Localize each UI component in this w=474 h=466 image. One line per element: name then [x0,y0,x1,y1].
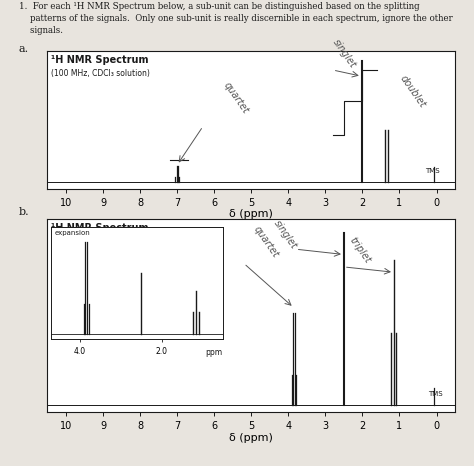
X-axis label: δ (ppm): δ (ppm) [229,209,273,219]
Text: ¹H NMR Spectrum: ¹H NMR Spectrum [52,223,149,233]
Text: quartet: quartet [251,225,280,260]
Text: singlet: singlet [272,219,299,251]
Text: TMS: TMS [425,168,440,174]
Text: quartet: quartet [221,81,250,116]
X-axis label: δ (ppm): δ (ppm) [229,433,273,443]
Text: a.: a. [19,44,29,54]
Text: TMS: TMS [428,391,443,397]
Text: triplet: triplet [347,235,373,265]
Text: doublet: doublet [398,73,427,110]
Text: singlet: singlet [331,37,358,69]
Text: signals.: signals. [19,26,63,34]
Text: ¹H NMR Spectrum: ¹H NMR Spectrum [52,55,149,65]
Text: 1.  For each ¹H NMR Spectrum below, a sub-unit can be distinguished based on the: 1. For each ¹H NMR Spectrum below, a sub… [19,2,419,11]
Text: patterns of the signals.  Only one sub-unit is really discernible in each spectr: patterns of the signals. Only one sub-un… [19,14,453,23]
Text: (200 MHz, CDCl₃ solution): (200 MHz, CDCl₃ solution) [52,234,150,244]
Text: (100 MHz, CDCl₃ solution): (100 MHz, CDCl₃ solution) [52,69,150,78]
Text: b.: b. [19,207,29,217]
